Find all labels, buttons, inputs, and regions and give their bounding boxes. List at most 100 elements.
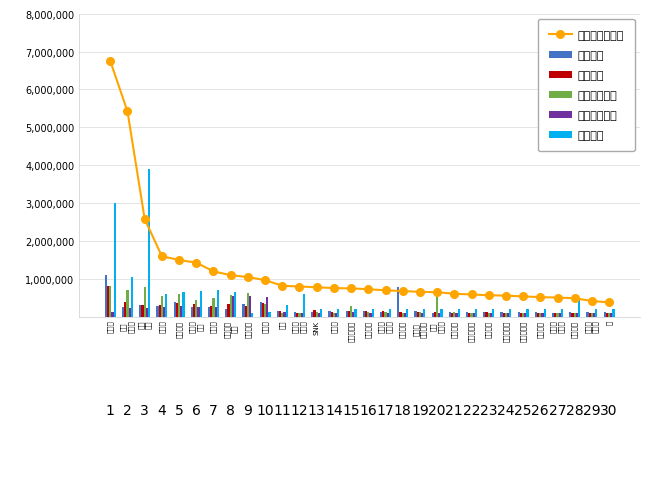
Bar [593, 313, 595, 317]
Bar [505, 313, 507, 317]
Bar [345, 311, 348, 317]
Bar [122, 307, 124, 317]
브랜드평판지수 [381, 288, 389, 294]
Bar [527, 310, 529, 317]
Bar [595, 310, 597, 317]
Bar [578, 298, 580, 317]
Bar [234, 293, 236, 317]
Bar [451, 313, 453, 317]
Bar [242, 304, 245, 317]
Bar [314, 310, 315, 317]
Bar [558, 313, 561, 317]
Bar [466, 312, 468, 317]
Bar [249, 296, 251, 317]
Bar [399, 312, 401, 317]
Bar [283, 312, 286, 317]
Bar [156, 306, 158, 317]
브랜드평판지수 [296, 284, 304, 290]
Bar [193, 305, 195, 317]
Bar [296, 313, 298, 317]
브랜드평판지수 [192, 260, 200, 266]
Bar [606, 313, 608, 317]
Bar [438, 313, 440, 317]
Bar [576, 313, 578, 317]
Bar [318, 313, 320, 317]
브랜드평판지수 [209, 269, 217, 275]
브랜드평판지수 [571, 296, 579, 302]
Bar [350, 306, 352, 317]
Bar [352, 312, 354, 317]
Bar [455, 313, 457, 317]
브랜드평판지수 [502, 293, 510, 299]
브랜드평판지수 [450, 291, 458, 297]
Bar [453, 313, 455, 317]
Bar [574, 313, 576, 317]
브랜드평판지수 [588, 298, 596, 304]
Bar [124, 303, 126, 317]
Bar [348, 311, 350, 317]
Bar [131, 277, 133, 317]
Bar [279, 311, 281, 317]
Bar [517, 313, 520, 317]
Bar [490, 313, 492, 317]
Bar [535, 312, 537, 317]
Bar [612, 310, 614, 317]
Bar [126, 291, 129, 317]
Bar [404, 313, 406, 317]
Line: 브랜드평판지수: 브랜드평판지수 [106, 58, 613, 306]
Bar [389, 310, 391, 317]
Bar [331, 312, 333, 317]
Bar [303, 295, 305, 317]
브랜드평판지수 [433, 290, 441, 296]
브랜드평판지수 [364, 286, 372, 292]
브랜드평판지수 [347, 286, 355, 292]
Bar [485, 313, 488, 317]
Bar [251, 313, 253, 317]
Bar [337, 310, 339, 317]
Bar [387, 313, 389, 317]
Bar [586, 312, 589, 317]
Bar [541, 313, 544, 317]
브랜드평판지수 [279, 283, 286, 289]
Bar [315, 313, 318, 317]
Bar [522, 313, 524, 317]
Bar [406, 310, 409, 317]
Bar [419, 313, 421, 317]
Bar [382, 311, 384, 317]
Bar [264, 305, 266, 317]
브랜드평판지수 [330, 285, 338, 291]
Bar [363, 311, 365, 317]
Bar [436, 296, 438, 317]
Bar [227, 304, 230, 317]
Bar [176, 304, 178, 317]
Bar [500, 312, 502, 317]
Bar [365, 311, 367, 317]
Bar [210, 306, 213, 317]
Bar [572, 313, 574, 317]
Bar [483, 313, 485, 317]
Bar [262, 303, 264, 317]
Bar [230, 295, 232, 317]
Bar [492, 310, 494, 317]
Bar [380, 312, 382, 317]
Bar [552, 313, 554, 317]
Bar [370, 313, 372, 317]
Bar [259, 303, 262, 317]
Bar [144, 287, 146, 317]
Bar [554, 313, 556, 317]
Bar [556, 313, 558, 317]
Bar [174, 302, 176, 317]
Bar [468, 313, 471, 317]
Bar [199, 291, 202, 317]
Bar [161, 297, 163, 317]
Bar [457, 310, 460, 317]
Bar [195, 300, 197, 317]
브랜드평판지수 [106, 59, 114, 65]
Bar [416, 313, 419, 317]
Bar [473, 313, 475, 317]
Bar [286, 306, 288, 317]
Bar [401, 313, 404, 317]
브랜드평판지수 [175, 258, 183, 264]
Bar [488, 313, 490, 317]
Bar [213, 298, 214, 317]
